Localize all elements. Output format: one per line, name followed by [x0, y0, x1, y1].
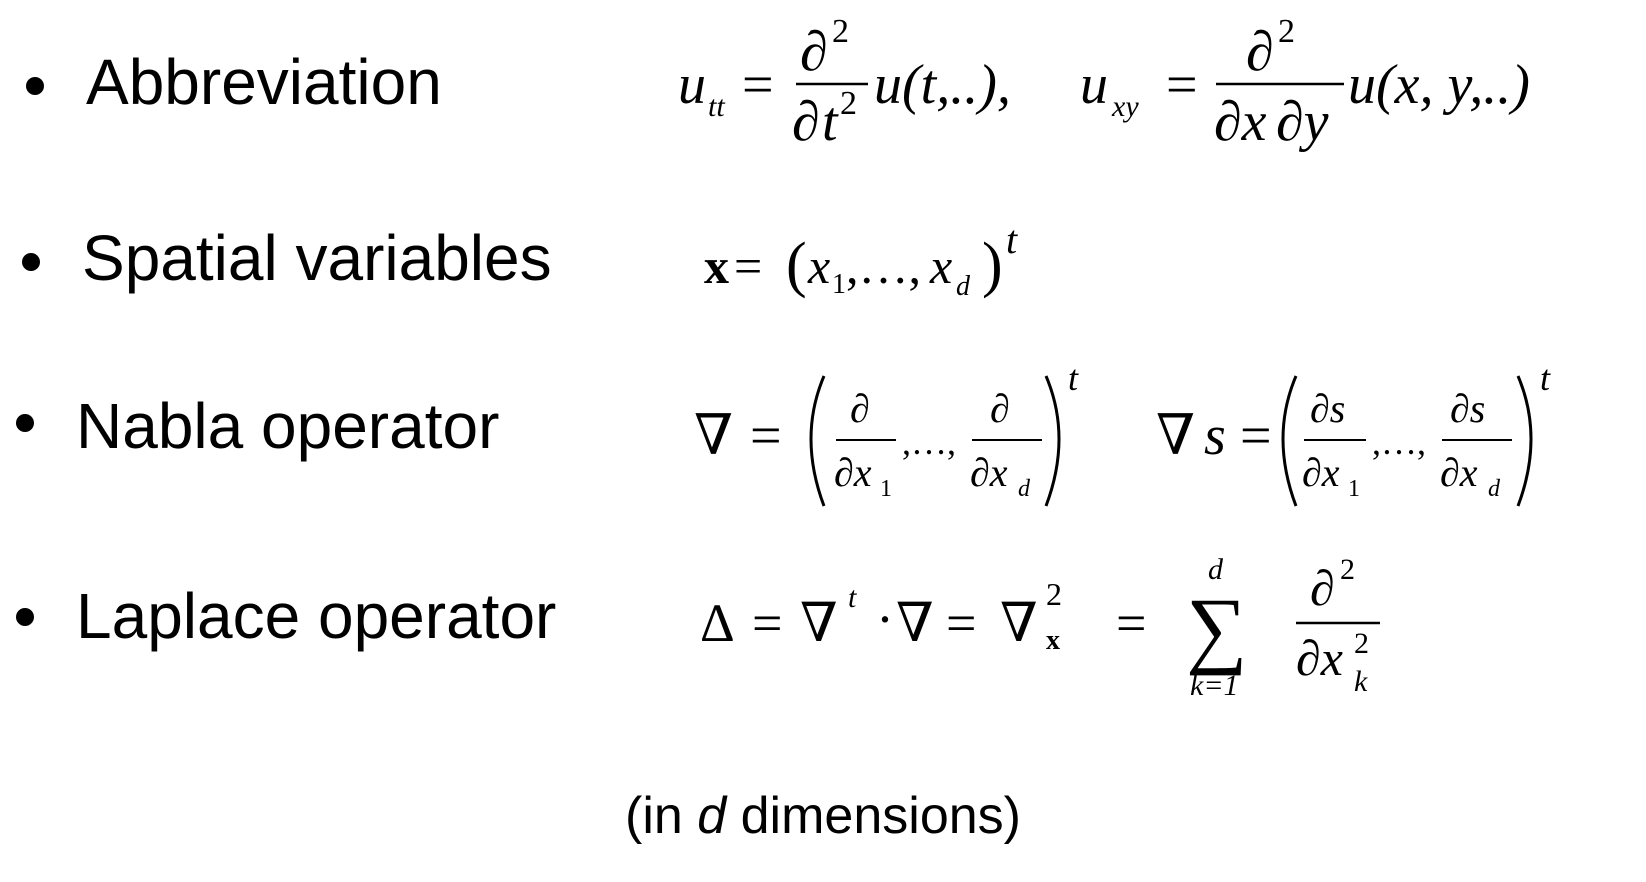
svg-text:x: x [704, 238, 729, 294]
svg-text:1: 1 [880, 476, 892, 502]
svg-text:∂x: ∂x [1440, 450, 1478, 495]
formula-abbreviation: u tt = ∂ 2 ∂ t 2 u(t,..), u xy = ∂ 2 ∂x … [678, 13, 1530, 153]
svg-text:(: ( [786, 231, 807, 299]
svg-text:2: 2 [1046, 576, 1062, 612]
svg-text:=: = [1116, 593, 1146, 653]
svg-text:xy: xy [1111, 90, 1139, 123]
svg-text:∂s: ∂s [1310, 386, 1345, 431]
svg-text:2: 2 [1278, 13, 1295, 50]
svg-text:s: s [1204, 405, 1226, 467]
svg-text:2: 2 [832, 13, 849, 50]
svg-text:∂x: ∂x [970, 450, 1008, 495]
formula-nabla-operator: ∇ = ∂ ∂x 1 ,…, ∂ ∂x d t ∇ s = ∂s ∂x 1 ,…… [694, 362, 1551, 507]
svg-text:∂: ∂ [792, 91, 820, 153]
svg-text:t: t [822, 91, 839, 153]
svg-text:t: t [848, 581, 857, 614]
bullet-label-laplace-operator: Laplace operator [76, 580, 557, 652]
svg-text:=: = [752, 593, 782, 653]
bullet-dot [26, 77, 44, 95]
svg-text:∂x: ∂x [834, 450, 872, 495]
svg-text:k=1: k=1 [1190, 669, 1239, 702]
svg-text:∑: ∑ [1186, 580, 1247, 676]
svg-text:d: d [956, 271, 971, 302]
svg-text:,…,: ,…, [1372, 422, 1426, 462]
footnote-dimensions: (in d dimensions) [0, 790, 1646, 842]
svg-text:∂: ∂ [850, 386, 870, 431]
svg-text:): ) [982, 231, 1003, 299]
svg-text:d: d [1208, 553, 1224, 586]
svg-text:d: d [1488, 476, 1501, 502]
svg-text:t: t [1540, 362, 1551, 398]
svg-text:u: u [1080, 54, 1108, 116]
svg-text:2: 2 [840, 85, 857, 122]
formula-spatial-variables: x = ( x 1 ,…, x d ) t [704, 217, 1018, 302]
bullet-label-abbreviation: Abbreviation [86, 46, 442, 118]
svg-text:∂x: ∂x [1214, 91, 1267, 153]
svg-text:=: = [1166, 54, 1198, 116]
svg-text:∂x: ∂x [1302, 450, 1340, 495]
svg-text:Δ: Δ [700, 593, 735, 653]
svg-text:=: = [742, 54, 774, 116]
svg-text:k: k [1354, 665, 1368, 698]
svg-text:=: = [946, 593, 976, 653]
svg-text:t: t [1006, 217, 1018, 262]
svg-text:∂x: ∂x [1296, 630, 1343, 686]
footnote-text-before: (in [625, 787, 698, 845]
svg-text:,…,: ,…, [846, 238, 921, 294]
svg-text:x: x [807, 238, 830, 294]
bullet-dot [16, 608, 34, 626]
svg-text:∂: ∂ [990, 386, 1010, 431]
svg-text:=: = [750, 405, 782, 467]
svg-text:2: 2 [1354, 627, 1369, 660]
bullet-dot [22, 253, 40, 271]
svg-text:∂s: ∂s [1450, 386, 1485, 431]
svg-text:∂: ∂ [1246, 21, 1274, 83]
bullet-label-spatial-variables: Spatial variables [82, 222, 552, 294]
svg-text:=: = [734, 238, 762, 294]
svg-text:1: 1 [1348, 476, 1360, 502]
svg-text:tt: tt [708, 90, 725, 123]
footnote-text-italic: d [697, 787, 727, 845]
svg-text:∇: ∇ [800, 593, 838, 653]
svg-text:1: 1 [832, 269, 846, 300]
bullet-dot [16, 414, 34, 432]
footnote-text-after: dimensions) [726, 787, 1021, 845]
svg-text:d: d [1018, 476, 1031, 502]
svg-text:∇: ∇ [1000, 593, 1038, 653]
svg-text:∂: ∂ [1310, 560, 1335, 616]
svg-text:∂y: ∂y [1276, 91, 1329, 153]
svg-text:,…,: ,…, [902, 422, 956, 462]
svg-text:u: u [678, 54, 706, 116]
svg-text:∇: ∇ [694, 405, 733, 467]
svg-text:x: x [1046, 625, 1060, 656]
svg-text:2: 2 [1340, 553, 1355, 586]
svg-text:·: · [876, 589, 894, 649]
svg-text:∂: ∂ [800, 21, 828, 83]
svg-text:=: = [1240, 405, 1272, 467]
svg-text:u(x, y,..): u(x, y,..) [1348, 54, 1530, 116]
bullet-label-nabla-operator: Nabla operator [76, 390, 500, 462]
svg-text:∇: ∇ [896, 593, 934, 653]
svg-text:∇: ∇ [1156, 405, 1195, 467]
svg-text:u(t,..),: u(t,..), [874, 54, 1011, 116]
formula-laplace-operator: Δ = ∇ t · ∇ = ∇ x 2 = ∑ d k=1 ∂ 2 ∂x 2 k [700, 553, 1380, 702]
svg-text:x: x [929, 238, 952, 294]
svg-text:t: t [1068, 362, 1079, 398]
